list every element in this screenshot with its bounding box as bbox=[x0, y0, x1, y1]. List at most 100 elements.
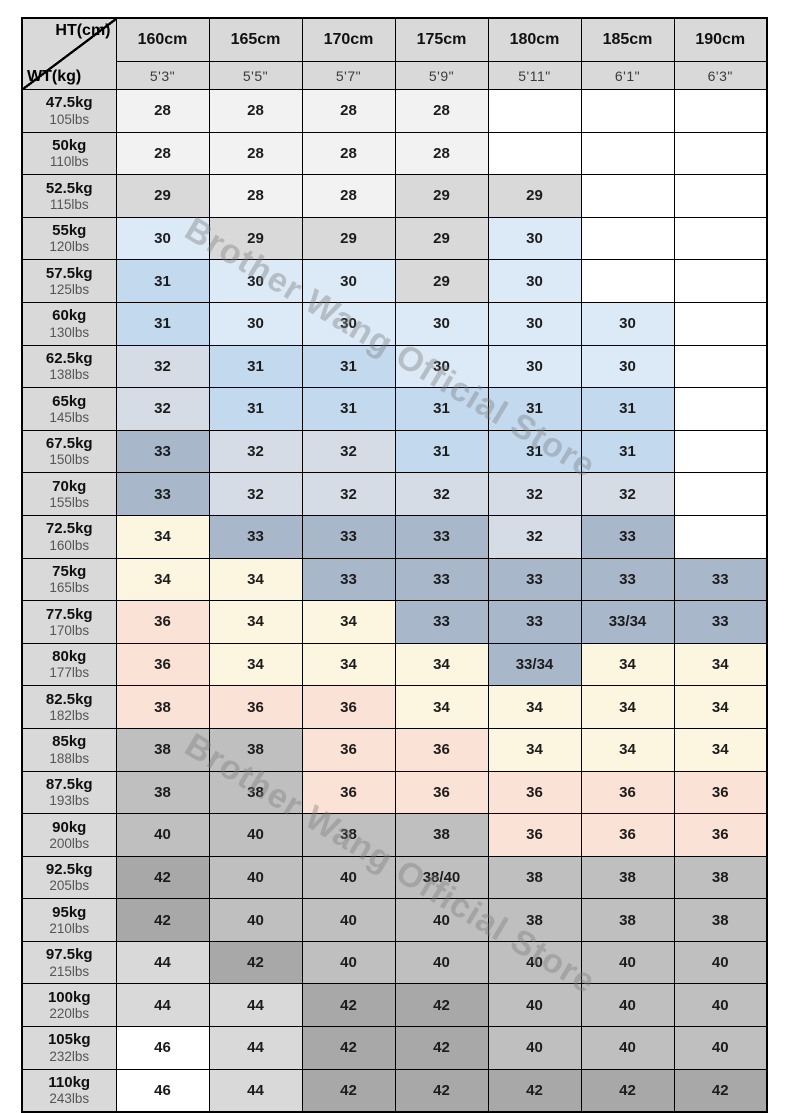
height-cm-header-4: 180cm bbox=[487, 17, 582, 62]
size-cell-r19-c1: 40 bbox=[208, 898, 303, 942]
weight-kg-label: 77.5kg bbox=[45, 605, 93, 623]
size-cell-r9-c6 bbox=[673, 472, 768, 516]
size-cell-r5-c4: 30 bbox=[487, 301, 582, 346]
table-row-60kg: 60kg 130lbs 31 30 30 30 30 30 bbox=[21, 301, 768, 346]
size-cell-r16-c3: 36 bbox=[394, 770, 489, 815]
corner-weight-label: WT(kg) bbox=[27, 68, 82, 85]
size-cell-r18-c4: 38 bbox=[487, 855, 582, 900]
table-row-105kg: 105kg 232lbs 46 44 42 42 40 40 40 bbox=[21, 1026, 768, 1070]
size-cell-r11-c4: 33 bbox=[487, 557, 582, 602]
size-cell-r7-c3: 31 bbox=[394, 387, 489, 431]
size-cell-r8-c4: 31 bbox=[487, 429, 582, 474]
size-cell-r19-c6: 38 bbox=[673, 898, 768, 942]
weight-lbs-label: 220lbs bbox=[49, 1006, 90, 1022]
corner-height-label: HT(cm) bbox=[55, 22, 111, 39]
size-cell-r15-c6: 34 bbox=[673, 727, 768, 772]
height-ft-header-1: 5'5" bbox=[208, 61, 303, 90]
size-cell-r3-c4: 30 bbox=[487, 216, 582, 261]
size-cell-r13-c6: 34 bbox=[673, 642, 768, 687]
weight-kg-label: 100kg bbox=[47, 988, 91, 1006]
weight-header-105kg: 105kg 232lbs bbox=[21, 1026, 117, 1070]
weight-lbs-label: 205lbs bbox=[49, 878, 90, 894]
size-cell-r4-c5 bbox=[580, 259, 675, 303]
height-ft-header-4: 5'11" bbox=[487, 61, 582, 90]
weight-kg-label: 72.5kg bbox=[45, 520, 93, 538]
weight-header-85kg: 85kg 188lbs bbox=[21, 727, 117, 772]
table-row-67.5kg: 67.5kg 150lbs 33 32 32 31 31 31 bbox=[21, 429, 768, 474]
size-cell-r9-c2: 32 bbox=[301, 472, 396, 516]
corner-cell: HT(cm) WT(kg) bbox=[21, 17, 117, 90]
table-row-97.5kg: 97.5kg 215lbs 44 42 40 40 40 40 40 bbox=[21, 940, 768, 985]
size-cell-r0-c0: 28 bbox=[115, 89, 210, 133]
table-row-87.5kg: 87.5kg 193lbs 38 38 36 36 36 36 36 bbox=[21, 770, 768, 815]
size-cell-r15-c0: 38 bbox=[115, 727, 210, 772]
size-cell-r3-c6 bbox=[673, 216, 768, 261]
size-cell-r12-c4: 33 bbox=[487, 600, 582, 644]
table-row-50kg: 50kg 110lbs 28 28 28 28 bbox=[21, 131, 768, 176]
size-cell-r1-c1: 28 bbox=[208, 131, 303, 176]
size-cell-r2-c1: 28 bbox=[208, 174, 303, 218]
size-cell-r1-c5 bbox=[580, 131, 675, 176]
size-cell-r6-c2: 31 bbox=[301, 344, 396, 389]
size-cell-r11-c2: 33 bbox=[301, 557, 396, 602]
weight-header-50kg: 50kg 110lbs bbox=[21, 131, 117, 176]
size-cell-r7-c0: 32 bbox=[115, 387, 210, 431]
table-row-85kg: 85kg 188lbs 38 38 36 36 34 34 34 bbox=[21, 727, 768, 772]
size-cell-r12-c5: 33/34 bbox=[580, 600, 675, 644]
table-row-92.5kg: 92.5kg 205lbs 42 40 40 38/40 38 38 38 bbox=[21, 855, 768, 900]
size-chart-table: HT(cm) WT(kg) 160cm 165cm 170cm 175cm 180cm 1… bbox=[21, 17, 768, 1113]
size-cell-r20-c4: 40 bbox=[487, 940, 582, 985]
size-cell-r8-c5: 31 bbox=[580, 429, 675, 474]
height-cm-header-1: 165cm bbox=[208, 17, 303, 62]
height-ft-header-3: 5'9" bbox=[394, 61, 489, 90]
weight-lbs-label: 110lbs bbox=[49, 154, 89, 170]
size-cell-r13-c4: 33/34 bbox=[487, 642, 582, 687]
size-cell-r15-c3: 36 bbox=[394, 727, 489, 772]
table-row-72.5kg: 72.5kg 160lbs 34 33 33 33 32 33 bbox=[21, 514, 768, 559]
size-cell-r5-c3: 30 bbox=[394, 301, 489, 346]
weight-kg-label: 92.5kg bbox=[45, 861, 93, 879]
size-cell-r8-c0: 33 bbox=[115, 429, 210, 474]
table-row-70kg: 70kg 155lbs 33 32 32 32 32 32 bbox=[21, 472, 768, 516]
size-cell-r20-c3: 40 bbox=[394, 940, 489, 985]
size-cell-r0-c4 bbox=[487, 89, 582, 133]
size-cell-r18-c1: 40 bbox=[208, 855, 303, 900]
weight-kg-label: 97.5kg bbox=[45, 946, 93, 964]
size-cell-r10-c0: 34 bbox=[115, 514, 210, 559]
size-cell-r10-c4: 32 bbox=[487, 514, 582, 559]
table-row-80kg: 80kg 177lbs 36 34 34 34 33/34 34 34 bbox=[21, 642, 768, 687]
weight-lbs-label: 215lbs bbox=[49, 963, 90, 979]
size-cell-r20-c2: 40 bbox=[301, 940, 396, 985]
size-cell-r9-c0: 33 bbox=[115, 472, 210, 516]
size-cell-r22-c5: 40 bbox=[580, 1026, 675, 1070]
size-cell-r22-c4: 40 bbox=[487, 1026, 582, 1070]
size-cell-r13-c0: 36 bbox=[115, 642, 210, 687]
weight-header-80kg: 80kg 177lbs bbox=[21, 642, 117, 687]
weight-kg-label: 57.5kg bbox=[45, 264, 93, 282]
size-cell-r18-c6: 38 bbox=[673, 855, 768, 900]
size-cell-r5-c6 bbox=[673, 301, 768, 346]
weight-lbs-label: 138lbs bbox=[49, 367, 90, 383]
table-row-65kg: 65kg 145lbs 32 31 31 31 31 31 bbox=[21, 387, 768, 431]
size-cell-r20-c0: 44 bbox=[115, 940, 210, 985]
weight-lbs-label: 177lbs bbox=[49, 665, 90, 681]
weight-kg-label: 95kg bbox=[52, 903, 87, 921]
weight-lbs-label: 125lbs bbox=[49, 282, 90, 298]
weight-header-47.5kg: 47.5kg 105lbs bbox=[21, 89, 117, 133]
size-cell-r17-c5: 36 bbox=[580, 813, 675, 857]
table-row-55kg: 55kg 120lbs 30 29 29 29 30 bbox=[21, 216, 768, 261]
weight-lbs-label: 182lbs bbox=[49, 707, 90, 723]
size-cell-r16-c5: 36 bbox=[580, 770, 675, 815]
size-cell-r3-c5 bbox=[580, 216, 675, 261]
size-cell-r10-c1: 33 bbox=[208, 514, 303, 559]
height-ft-header-6: 6'3" bbox=[673, 61, 768, 90]
weight-kg-label: 75kg bbox=[52, 562, 87, 580]
size-cell-r23-c5: 42 bbox=[580, 1068, 675, 1113]
size-cell-r23-c0: 46 bbox=[115, 1068, 210, 1113]
size-cell-r22-c6: 40 bbox=[673, 1026, 768, 1070]
weight-header-97.5kg: 97.5kg 215lbs bbox=[21, 940, 117, 985]
size-cell-r15-c2: 36 bbox=[301, 727, 396, 772]
size-cell-r1-c4 bbox=[487, 131, 582, 176]
size-cell-r12-c6: 33 bbox=[673, 600, 768, 644]
weight-header-57.5kg: 57.5kg 125lbs bbox=[21, 259, 117, 303]
